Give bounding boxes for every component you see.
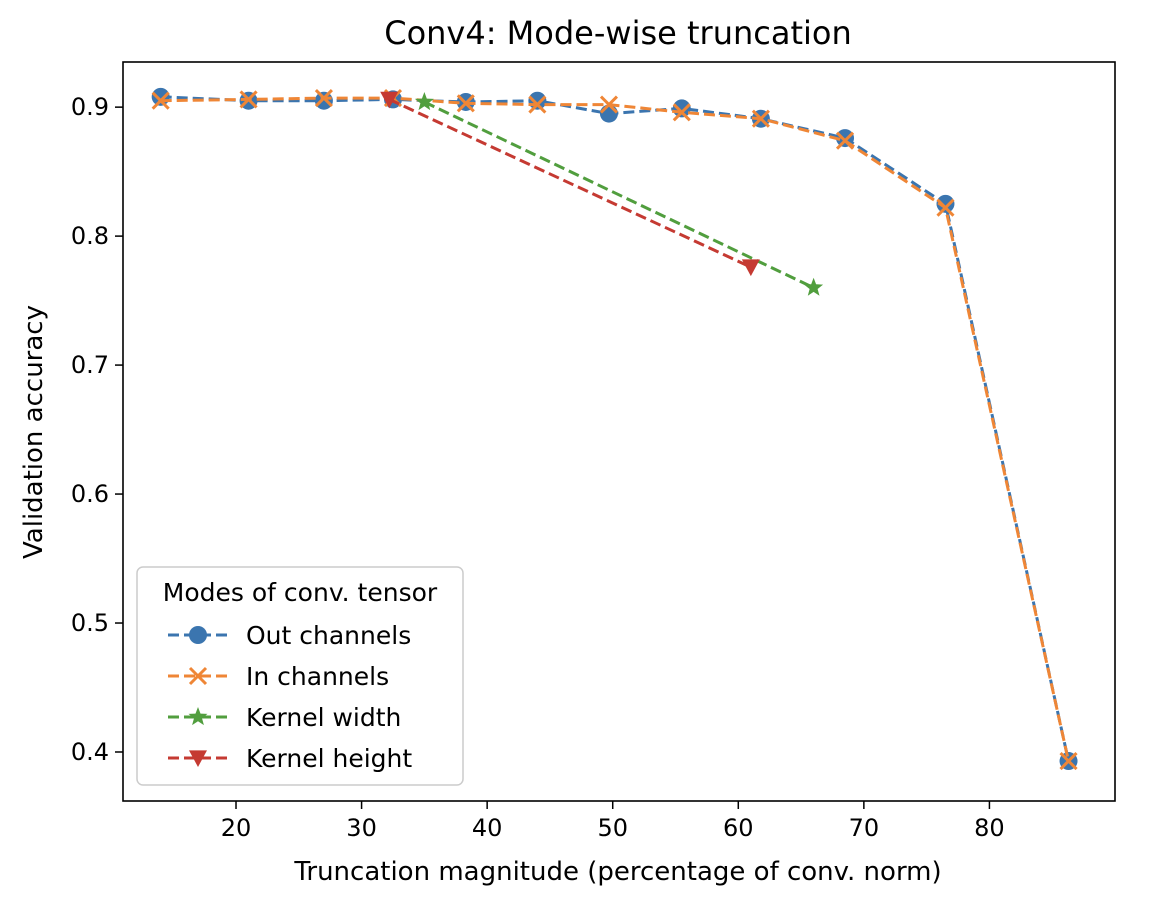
legend-marker	[189, 750, 207, 767]
data-point-out-channels	[599, 104, 618, 123]
y-tick-label: 0.9	[71, 93, 109, 121]
y-axis: 0.4 0.5 0.6 0.7 0.8 0.9	[71, 93, 123, 766]
y-tick-label: 0.4	[71, 738, 109, 766]
data-point-in-channels	[835, 131, 855, 150]
y-tick-label: 0.6	[71, 480, 109, 508]
data-point-out-channels	[528, 91, 547, 110]
legend-marker	[189, 626, 207, 644]
legend-title: Modes of conv. tensor	[163, 578, 438, 607]
data-point-in-channels	[672, 103, 691, 122]
legend-label: Kernel height	[246, 744, 412, 773]
x-tick-label: 30	[346, 814, 377, 842]
data-point-in-channels	[751, 109, 770, 128]
legend-item-kernel-width: Kernel width	[168, 703, 401, 732]
x-axis: 20 30 40 50 60 70 80	[221, 801, 1005, 842]
data-point-kernel-height	[380, 91, 399, 109]
data-point-in-channels	[456, 94, 475, 113]
y-tick-label: 0.8	[71, 222, 109, 250]
data-point-in-channels	[314, 89, 333, 108]
data-point-out-channels	[151, 87, 170, 106]
legend-label: Out channels	[246, 621, 411, 650]
x-tick-label: 50	[597, 814, 628, 842]
legend-marker	[188, 666, 208, 686]
x-tick-label: 60	[723, 814, 754, 842]
data-point-out-channels	[314, 91, 333, 110]
x-tick-label: 40	[472, 814, 503, 842]
series-line-kernel-height	[388, 98, 752, 269]
data-point-in-channels	[1059, 751, 1078, 771]
legend-item-kernel-height: Kernel height	[168, 744, 412, 773]
y-tick-label: 0.7	[71, 351, 109, 379]
x-tick-label: 80	[974, 814, 1005, 842]
series-line-kernel-width	[423, 100, 815, 290]
legend-item-in-channels: In channels	[168, 662, 389, 691]
series-line-out-channels	[160, 95, 1070, 762]
legend-item-out-channels: Out channels	[168, 621, 411, 650]
legend-label: Kernel width	[246, 703, 401, 732]
plot-area	[122, 61, 1116, 802]
y-tick-label: 0.5	[71, 609, 109, 637]
data-point-kernel-width	[414, 92, 434, 111]
x-tick-label: 70	[849, 814, 880, 842]
data-point-in-channels	[151, 91, 170, 110]
legend-label: In channels	[246, 662, 389, 691]
legend: Modes of conv. tensor Out channels In cha…	[136, 566, 464, 786]
data-point-kernel-width	[804, 277, 824, 296]
y-axis-label: Validation accuracy	[19, 305, 49, 559]
data-point-in-channels	[239, 90, 258, 109]
legend-box	[136, 566, 464, 786]
series-in-channels	[151, 89, 1078, 771]
legend-marker	[188, 707, 208, 726]
series-kernel-width	[414, 92, 824, 296]
data-point-in-channels	[936, 198, 955, 217]
data-point-in-channels	[599, 95, 619, 114]
data-point-in-channels	[528, 95, 547, 114]
data-point-kernel-height	[741, 259, 760, 277]
series-layer	[151, 87, 1078, 771]
chart-title: Conv4: Mode-wise truncation	[384, 14, 852, 52]
data-point-out-channels	[936, 194, 955, 213]
x-axis-label: Truncation magnitude (percentage of conv…	[293, 857, 941, 887]
series-line-in-channels	[160, 96, 1070, 762]
x-tick-label: 20	[221, 814, 252, 842]
series-kernel-height	[380, 91, 760, 277]
data-point-out-channels	[672, 99, 691, 118]
